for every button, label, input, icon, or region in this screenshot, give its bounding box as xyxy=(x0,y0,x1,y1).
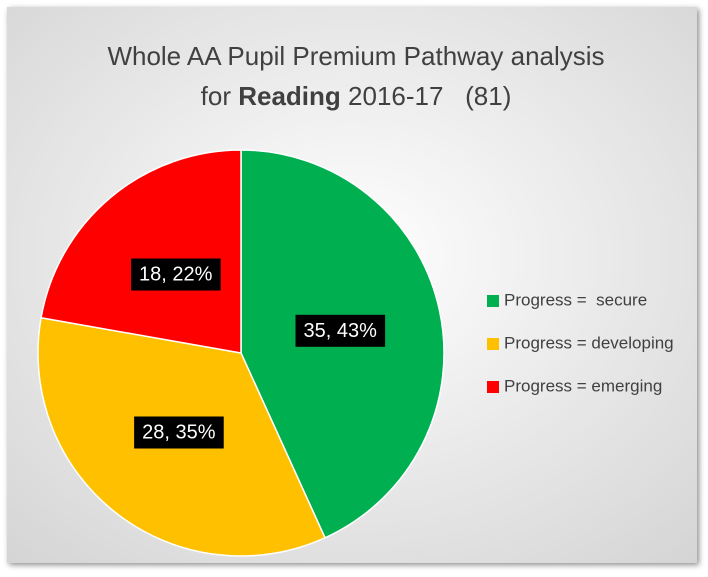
data-label-text: 28, 35% xyxy=(142,422,216,444)
chart-title: Whole AA Pupil Premium Pathway analysis xyxy=(107,41,604,71)
legend-swatch xyxy=(487,295,499,307)
legend-label: Progress = emerging xyxy=(504,376,662,395)
data-label-text: 18, 22% xyxy=(139,264,213,286)
chart-title: for Reading 2016-17 (81) xyxy=(201,81,512,111)
title-part: 2016-17 (81) xyxy=(348,81,511,111)
data-label: 18, 22% xyxy=(131,258,221,291)
legend-swatch xyxy=(487,381,499,393)
data-label-box xyxy=(131,258,221,291)
legend: Progress = secure Progress = developing Pr… xyxy=(487,290,674,395)
data-label: 35, 43% xyxy=(295,314,386,347)
title-part: for xyxy=(201,81,232,111)
data-labels: 35, 43% 28, 35% 18, 22% xyxy=(131,258,386,449)
data-label-box xyxy=(295,314,386,347)
data-label: 28, 35% xyxy=(134,416,224,449)
title-part: Reading xyxy=(238,81,341,111)
legend-label: Progress = developing xyxy=(504,333,674,352)
legend-label: Progress = secure xyxy=(504,290,647,309)
data-label-text: 35, 43% xyxy=(304,320,378,342)
legend-swatch xyxy=(487,338,499,350)
data-label-box xyxy=(134,416,224,449)
pie-slice xyxy=(40,149,242,354)
pie xyxy=(37,149,445,557)
